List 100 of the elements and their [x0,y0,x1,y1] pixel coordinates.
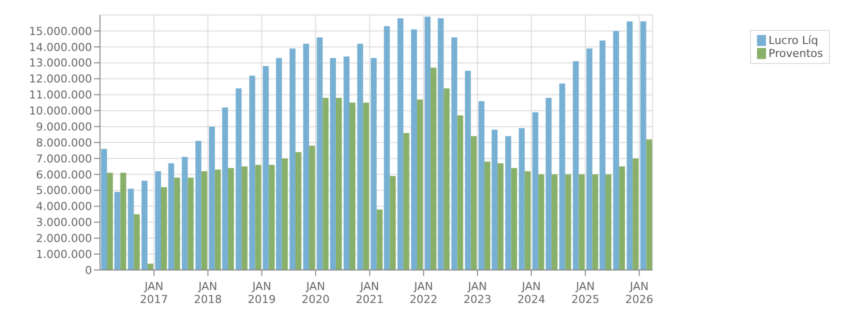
bar [457,115,464,270]
bar [484,162,490,270]
bar [640,21,646,270]
x-tick-label: JAN 2020 [302,280,330,306]
bar [147,264,154,270]
bar [101,148,107,270]
bar [370,58,377,270]
bar [532,112,538,270]
bar [498,163,504,270]
x-tick-label: JAN 2025 [571,280,600,306]
bar [451,37,458,270]
y-tick-label: 1.000.000 [36,248,92,261]
bar [578,174,585,270]
x-tick-label: JAN 2023 [463,280,492,306]
bar [444,88,450,270]
bar [201,171,208,270]
bar [106,172,113,270]
bar [262,66,269,270]
bar [600,40,606,270]
bar [330,58,336,270]
bar [524,171,531,270]
x-tick-label: JAN 2022 [410,280,438,306]
x-tick-label: JAN 2018 [194,280,222,306]
y-tick-label: 5.000.000 [36,184,92,198]
bar [376,209,383,270]
bar [363,102,370,270]
bar [236,88,242,270]
bar [511,168,518,270]
bar [282,158,288,270]
bar [222,107,228,270]
y-tick-label: 10.000.000 [29,104,92,118]
y-tick-label: 2.000.000 [36,232,92,246]
bar [605,174,612,270]
y-tick-label: 0 [85,264,92,277]
bar [613,30,620,270]
bar [565,174,572,270]
bar [411,29,417,270]
bar [336,98,342,270]
legend-label: Lucro Líq [768,34,818,47]
bar [276,58,282,270]
bar [357,44,364,270]
bar [195,140,202,270]
y-tick-label: 8.000.000 [36,136,92,150]
y-tick-label: 13.000.000 [29,56,92,70]
bar [168,163,174,270]
legend-label: Proventos [768,47,823,60]
bar [255,164,262,270]
bar [438,18,444,270]
bar [592,174,598,270]
bar [559,84,566,270]
bar [424,16,431,270]
bar [646,139,652,270]
bar [626,21,633,270]
bar [430,68,436,270]
bar [155,171,162,270]
bar [114,192,120,270]
bar [309,146,315,270]
bar [390,176,396,270]
bar [128,188,134,270]
y-tick-label: 4.000.000 [36,200,92,214]
bar [208,126,215,270]
x-tick-label: JAN 2021 [356,280,384,306]
y-tick-label: 14.000.000 [29,40,92,54]
bar [290,48,296,270]
bar [478,101,484,270]
bar [228,168,234,270]
bar [214,170,221,270]
bar [464,70,471,270]
y-tick-label: 12.000.000 [29,72,92,86]
y-tick-label: 15.000.000 [29,24,92,38]
bar [174,178,180,270]
bar [505,136,512,270]
bar [322,98,329,270]
bar [518,128,525,270]
bar [120,172,126,270]
bar [403,132,410,270]
y-tick-label: 6.000.000 [36,168,92,182]
bar [350,102,356,270]
bar [586,48,592,270]
y-tick-label: 9.000.000 [36,120,92,134]
bar [268,164,275,270]
bar [295,152,302,270]
bar [303,44,310,270]
bar [316,37,323,270]
bar [619,166,625,270]
y-tick-label: 7.000.000 [36,152,92,166]
bar [552,174,558,270]
bar [416,99,423,270]
y-tick-label: 3.000.000 [36,216,92,230]
bar [492,130,498,270]
bar [249,76,256,270]
x-tick-label: JAN 2024 [517,280,546,306]
bar [546,98,552,270]
bar [182,156,188,270]
bar [397,18,404,270]
bar [470,136,477,270]
bar [188,178,194,270]
x-tick-label: JAN 2019 [248,280,276,306]
bar [538,174,544,270]
bar [384,26,390,270]
